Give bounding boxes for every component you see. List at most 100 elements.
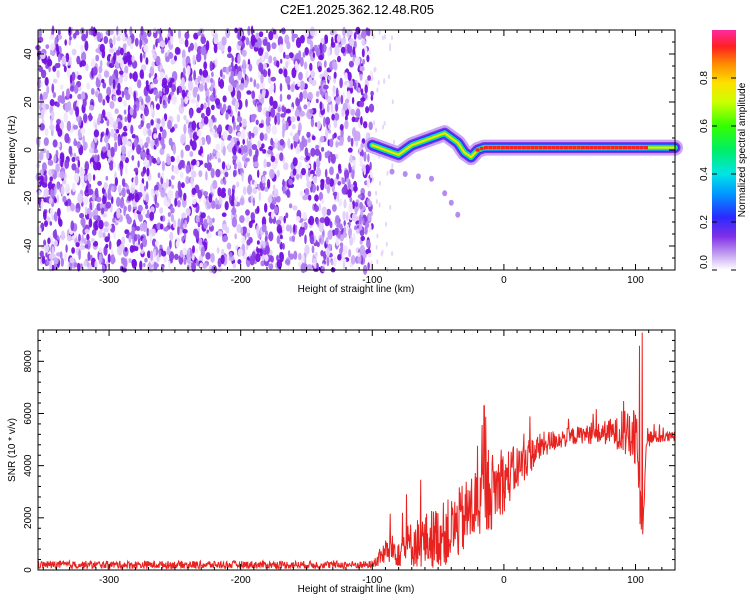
spectrogram-noise-cell [288, 203, 293, 209]
spectrogram-noise-cell [102, 264, 106, 274]
spectrogram-noise-cell [220, 254, 225, 265]
spectrogram-noise-cell [276, 224, 282, 234]
spectrogram-noise-cell [225, 66, 229, 75]
spectrogram-noise-cell [264, 186, 269, 192]
spectrogram-noise-cell [84, 161, 90, 172]
spectrogram-noise-cell [45, 44, 50, 49]
spectrogram-noise-cell [291, 106, 294, 113]
spectrogram-noise-cell [152, 78, 159, 85]
spectrogram-noise-cell [53, 257, 59, 265]
spectrogram-noise-cell [210, 252, 215, 263]
signal-track-peak [530, 146, 535, 150]
spectrogram-noise-cell [336, 34, 342, 43]
spectrogram-noise-cell [327, 47, 331, 57]
spectrogram-noise-cell [41, 182, 48, 188]
spectrogram-noise-cell [133, 219, 136, 227]
spectrogram-noise-cell [198, 149, 202, 156]
spectrogram-noise-cell [351, 97, 355, 105]
spectrogram-noise-cell [43, 239, 47, 246]
spectrogram-noise-cell [148, 72, 152, 79]
spectrogram-noise-cell [281, 105, 285, 113]
spectrogram-noise-cell [281, 223, 285, 233]
spectrogram-noise-cell [40, 69, 47, 79]
spectrogram-noise-cell [315, 98, 319, 104]
spectrogram-noise-cell [166, 246, 171, 256]
spectrogram-noise-field [35, 25, 396, 275]
spectrogram-noise-cell [230, 137, 235, 148]
spectrogram-noise-cell [243, 145, 248, 153]
spectrogram-noise-cell [306, 131, 311, 139]
spectrogram-noise-cell [159, 244, 163, 249]
spectrogram-noise-cell [150, 83, 154, 89]
spectrogram-noise-cell [197, 189, 203, 199]
spectrogram-noise-cell [310, 40, 314, 50]
spectrogram-noise-cell [258, 31, 264, 38]
spectrogram-noise-cell [163, 113, 168, 122]
spectrogram-noise-cell [329, 166, 334, 176]
spectrogram-noise-cell [283, 162, 289, 171]
spectrogram-noise-cell [196, 160, 200, 167]
spectrogram-noise-cell [227, 143, 231, 151]
spectrogram-noise-cell [98, 65, 103, 74]
spectrogram-noise-cell [301, 167, 306, 176]
spectrogram-noise-cell [60, 95, 66, 105]
spectrogram-noise-cell [168, 137, 173, 146]
spectrogram-noise-cell [56, 182, 60, 190]
spectrogram-noise-cell [164, 85, 170, 95]
spectrogram-noise-cell [49, 176, 53, 182]
spectrogram-noise-cell [210, 77, 214, 84]
spectrogram-xlabel: Height of straight line (km) [298, 284, 415, 295]
spectrogram-noise-cell [86, 233, 90, 241]
spectrogram-noise-cell [369, 161, 372, 171]
spectrogram-noise-cell [353, 185, 358, 192]
spectrogram-noise-cell [357, 66, 361, 73]
spectrogram-noise-cell [359, 155, 363, 164]
spectrogram-noise-cell [258, 93, 262, 100]
spectrogram-noise-cell [113, 121, 118, 130]
spectrogram-noise-cell [355, 216, 360, 221]
spectrogram-noise-cell [108, 29, 114, 35]
spectrogram-noise-cell [186, 92, 191, 98]
spectrogram-noise-cell [362, 164, 366, 172]
spectrogram-noise-cell [45, 252, 48, 258]
spectrogram-noise-cell [203, 61, 208, 70]
spectrogram-noise-cell [289, 253, 294, 260]
spectrogram-noise-cell [353, 82, 357, 90]
spectrogram-noise-cell [99, 202, 105, 210]
spectrogram-noise-cell [260, 260, 265, 267]
spectrogram-noise-cell [64, 183, 71, 194]
spectrogram-noise-cell [310, 147, 316, 157]
colorbar-tick-label: 0.8 [699, 71, 710, 85]
spectrogram-noise-cell [262, 149, 267, 154]
spectrogram-noise-cell [118, 76, 123, 84]
signal-track-peak [551, 146, 556, 150]
spectrogram-noise-cell [153, 89, 159, 96]
spectrogram-noise-cell [345, 211, 349, 222]
spectrogram-noise-cell [84, 228, 90, 234]
spectrogram-noise-cell [342, 210, 346, 221]
spectrogram-noise-cell [388, 74, 390, 80]
spectrogram-signal-track [364, 125, 683, 218]
spectrogram-noise-cell [103, 182, 108, 190]
spectrogram-noise-cell [251, 144, 258, 150]
spectrogram-noise-cell [259, 248, 263, 257]
spectrogram-noise-cell [268, 55, 273, 64]
spectrogram-noise-cell [242, 49, 247, 57]
spectrogram-noise-cell [123, 72, 128, 83]
spectrogram-noise-cell [115, 128, 120, 134]
spectrogram-noise-cell [332, 91, 336, 99]
spectrogram-noise-cell [137, 160, 140, 168]
spectrogram-noise-cell [206, 162, 212, 172]
spectrogram-noise-cell [88, 218, 93, 228]
spectrogram-noise-cell [204, 82, 208, 92]
spectrogram-noise-cell [385, 221, 387, 227]
spectrogram-noise-cell [97, 92, 103, 103]
spectrogram-noise-cell [163, 255, 168, 263]
spectrogram-noise-cell [376, 87, 379, 93]
spectrogram-noise-cell [365, 221, 370, 229]
spectrogram-noise-cell [168, 40, 171, 48]
chart-title: C2E1.2025.362.12.48.R05 [280, 2, 434, 17]
spectrogram-noise-cell [206, 232, 212, 239]
spectrogram-noise-cell [102, 196, 107, 205]
spectrogram-noise-cell [105, 127, 109, 136]
